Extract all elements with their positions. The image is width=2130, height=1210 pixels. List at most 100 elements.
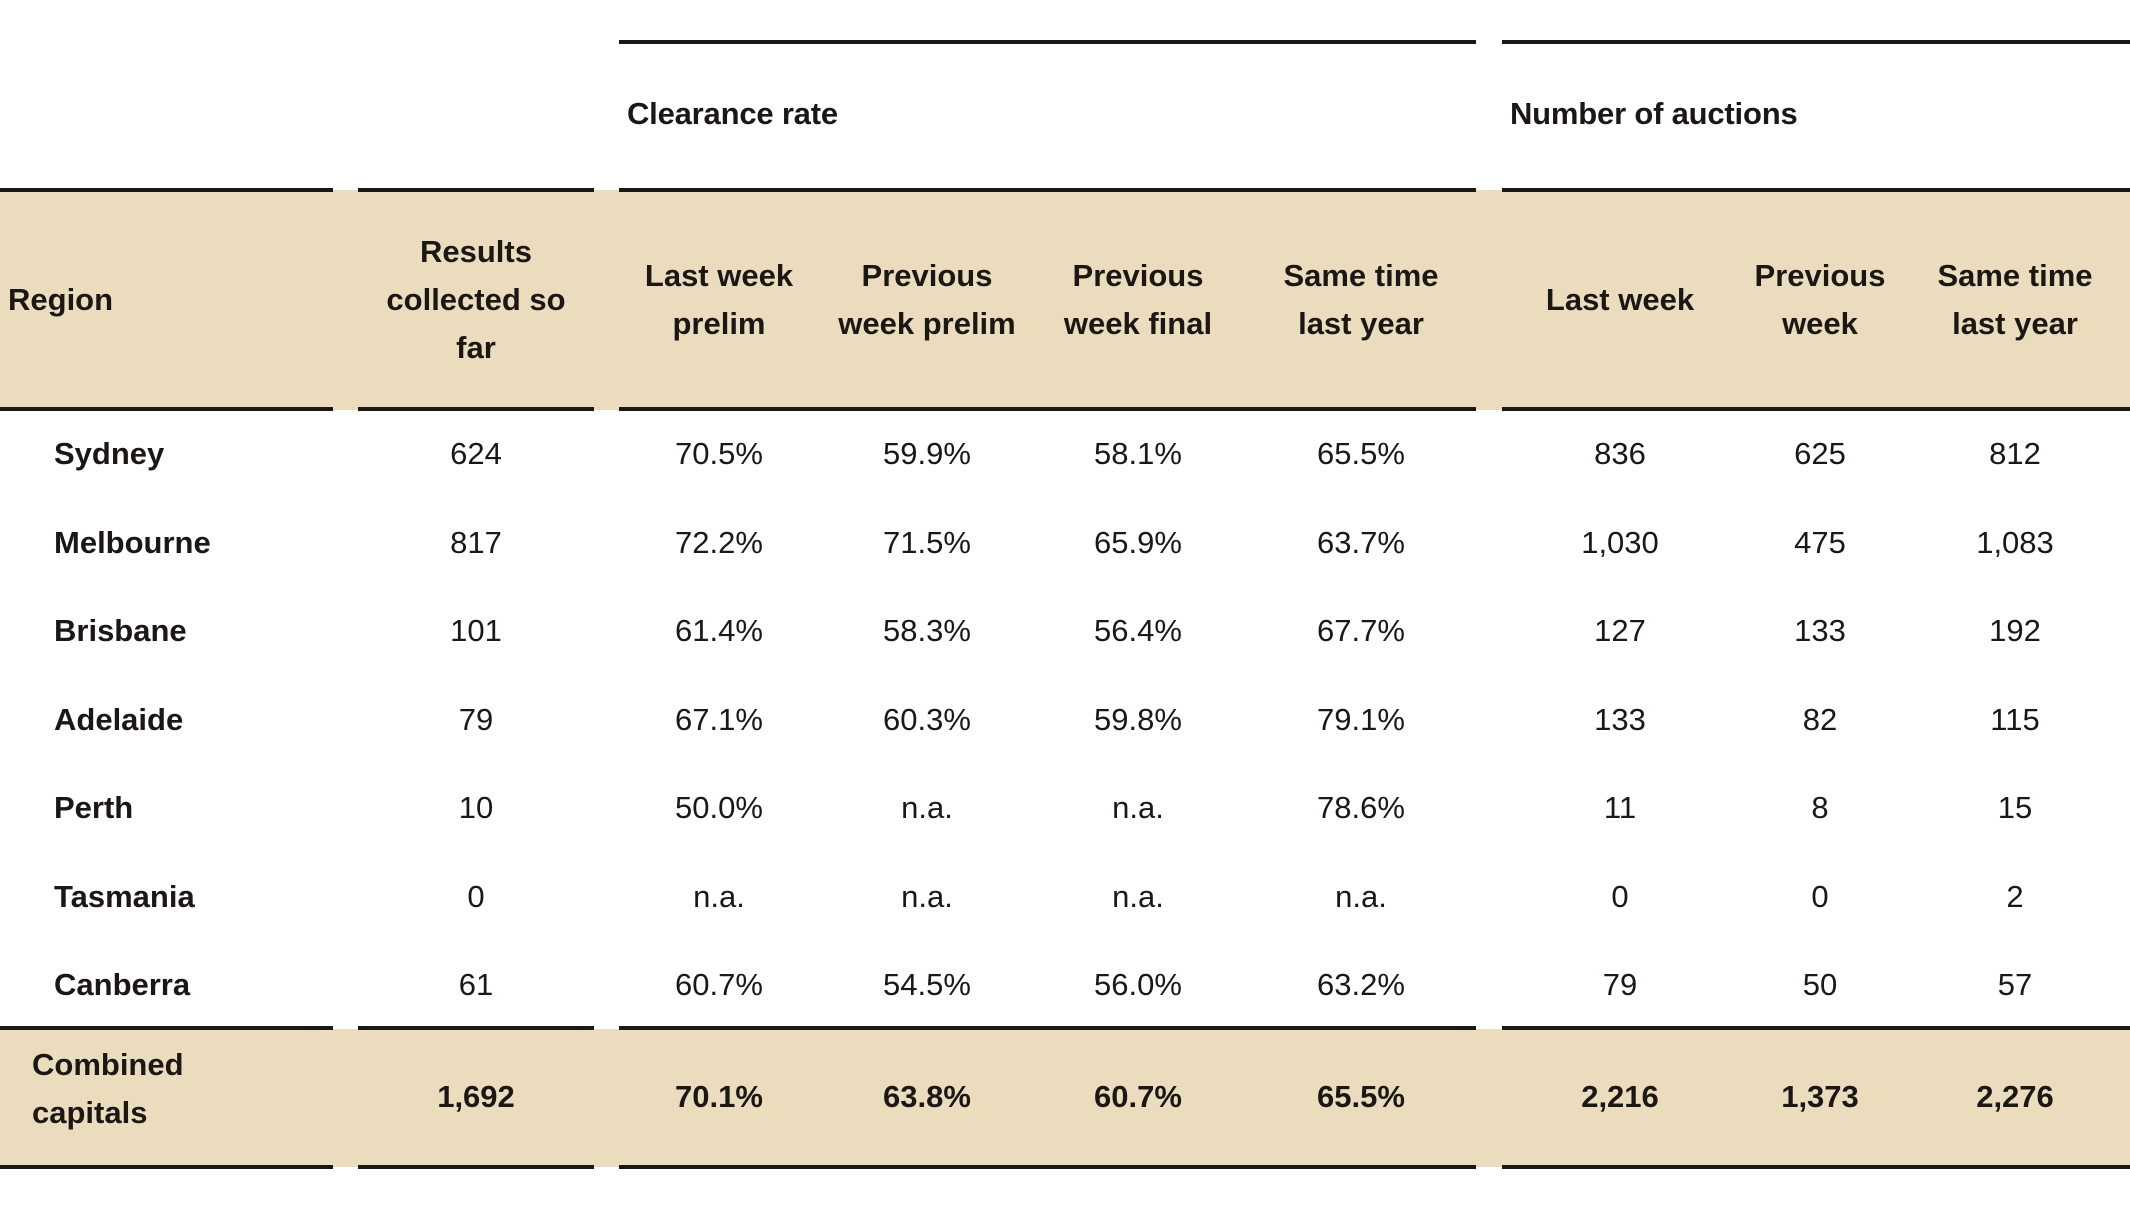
header-band: [0, 190, 2130, 410]
auctions-last-week: 127: [1594, 613, 1646, 648]
cr-last-week-prelim: 67.1%: [675, 702, 763, 737]
auctions-previous-week: 82: [1802, 702, 1838, 737]
results-collected: 624: [450, 436, 502, 471]
cr-previous-week-prelim: n.a.: [901, 879, 953, 914]
cr-previous-week-final: 59.8%: [1094, 702, 1182, 737]
clearance-rate-group-label: Clearance rate: [627, 96, 838, 131]
auctions-previous-week: 475: [1794, 525, 1846, 560]
cr-last-week-prelim: 61.4%: [675, 613, 763, 648]
total-cr-last-week: 70.1%: [675, 1079, 763, 1114]
auctions-previous-week: 625: [1794, 436, 1846, 471]
auctions-same-time-last-year: 192: [1989, 613, 2041, 648]
results-collected: 101: [450, 613, 502, 648]
header-previous-week-prelim: Previous week prelim: [838, 258, 1016, 341]
cr-previous-week-final: n.a.: [1112, 790, 1164, 825]
total-auctions-last-year: 2,276: [1976, 1079, 2054, 1114]
cr-same-time-last-year: 79.1%: [1317, 702, 1405, 737]
auctions-last-week: 836: [1594, 436, 1646, 471]
header-results-collected: Results collected so far: [386, 234, 566, 365]
cr-last-week-prelim: 72.2%: [675, 525, 763, 560]
table-rule: [1502, 188, 2130, 192]
region-name: Sydney: [54, 436, 165, 471]
cr-previous-week-final: n.a.: [1112, 879, 1164, 914]
region-name: Adelaide: [54, 702, 184, 737]
cr-previous-week-final: 65.9%: [1094, 525, 1182, 560]
table-rule: [619, 1026, 1476, 1030]
auctions-last-week: 133: [1594, 702, 1646, 737]
region-name: Perth: [54, 790, 134, 825]
table-rule: [619, 1165, 1476, 1169]
cr-same-time-last-year: 63.7%: [1317, 525, 1405, 560]
total-cr-prev-week-prelim: 63.8%: [883, 1079, 971, 1114]
header-auctions-same-time-last-year: Same time last year: [1937, 258, 2093, 341]
table-rule: [358, 188, 594, 192]
results-collected: 61: [458, 967, 494, 1002]
auctions-group-label: Number of auctions: [1510, 96, 1798, 131]
cr-previous-week-final: 56.4%: [1094, 613, 1182, 648]
table-rule: [1502, 1026, 2130, 1030]
table-rule: [0, 1026, 333, 1030]
table-rule: [358, 407, 594, 411]
results-collected: 10: [458, 790, 494, 825]
auctions-previous-week: 50: [1802, 967, 1838, 1002]
cr-same-time-last-year: 67.7%: [1317, 613, 1405, 648]
results-collected: 79: [458, 702, 494, 737]
auctions-same-time-last-year: 57: [1997, 967, 2033, 1002]
table-rule: [358, 1026, 594, 1030]
auctions-previous-week: 0: [1811, 879, 1829, 914]
total-results: 1,692: [437, 1079, 515, 1114]
auctions-previous-week: 8: [1811, 790, 1829, 825]
table-rule: [619, 188, 1476, 192]
auctions-same-time-last-year: 115: [1990, 702, 2040, 737]
total-region-label: Combined capitals: [32, 1047, 184, 1130]
auctions-same-time-last-year: 2: [2006, 879, 2024, 914]
table-rule: [0, 407, 333, 411]
auctions-last-week: 11: [1603, 790, 1637, 825]
header-last-week-prelim: Last week prelim: [644, 258, 794, 341]
cr-previous-week-prelim: 60.3%: [883, 702, 971, 737]
table-rule: [619, 407, 1476, 411]
auctions-last-week: 1,030: [1581, 525, 1659, 560]
header-previous-week-final: Previous week final: [1063, 258, 1213, 341]
cr-previous-week-final: 58.1%: [1094, 436, 1182, 471]
header-cr-same-time-last-year: Same time last year: [1283, 258, 1439, 341]
table-rule: [1502, 1165, 2130, 1169]
cr-last-week-prelim: n.a.: [693, 879, 745, 914]
results-collected: 0: [467, 879, 485, 914]
cr-same-time-last-year: 65.5%: [1317, 436, 1405, 471]
cr-last-week-prelim: 50.0%: [675, 790, 763, 825]
region-name: Melbourne: [54, 525, 211, 560]
cr-previous-week-prelim: 71.5%: [883, 525, 971, 560]
region-name: Brisbane: [54, 613, 187, 648]
total-auctions-last-week: 2,216: [1581, 1079, 1659, 1114]
cr-previous-week-final: 56.0%: [1094, 967, 1182, 1002]
auctions-same-time-last-year: 15: [1997, 790, 2033, 825]
cr-previous-week-prelim: 59.9%: [883, 436, 971, 471]
total-cr-prev-week-final: 60.7%: [1094, 1079, 1182, 1114]
header-auctions-last-week: Last week: [1545, 282, 1695, 317]
auctions-last-week: 79: [1602, 967, 1638, 1002]
total-auctions-previous-week: 1,373: [1781, 1079, 1859, 1114]
table-rule: [1502, 407, 2130, 411]
cr-same-time-last-year: 63.2%: [1317, 967, 1405, 1002]
auctions-last-week: 0: [1611, 879, 1629, 914]
cr-same-time-last-year: n.a.: [1335, 879, 1387, 914]
header-region: Region: [8, 282, 114, 317]
cr-previous-week-prelim: 58.3%: [883, 613, 971, 648]
auctions-same-time-last-year: 1,083: [1976, 525, 2054, 560]
cr-previous-week-prelim: 54.5%: [883, 967, 971, 1002]
region-name: Tasmania: [54, 879, 195, 914]
auctions-top-rule: [1502, 40, 2130, 44]
results-collected: 817: [450, 525, 502, 560]
total-band: [0, 1029, 2130, 1167]
cr-last-week-prelim: 60.7%: [675, 967, 763, 1002]
table-rule: [0, 1165, 333, 1169]
cr-same-time-last-year: 78.6%: [1317, 790, 1405, 825]
header-auctions-previous-week: Previous week: [1754, 258, 1886, 341]
auctions-previous-week: 133: [1794, 613, 1846, 648]
total-cr-last-year: 65.5%: [1317, 1079, 1405, 1114]
clearance-rate-top-rule: [619, 40, 1476, 44]
cr-last-week-prelim: 70.5%: [675, 436, 763, 471]
cr-previous-week-prelim: n.a.: [901, 790, 953, 825]
